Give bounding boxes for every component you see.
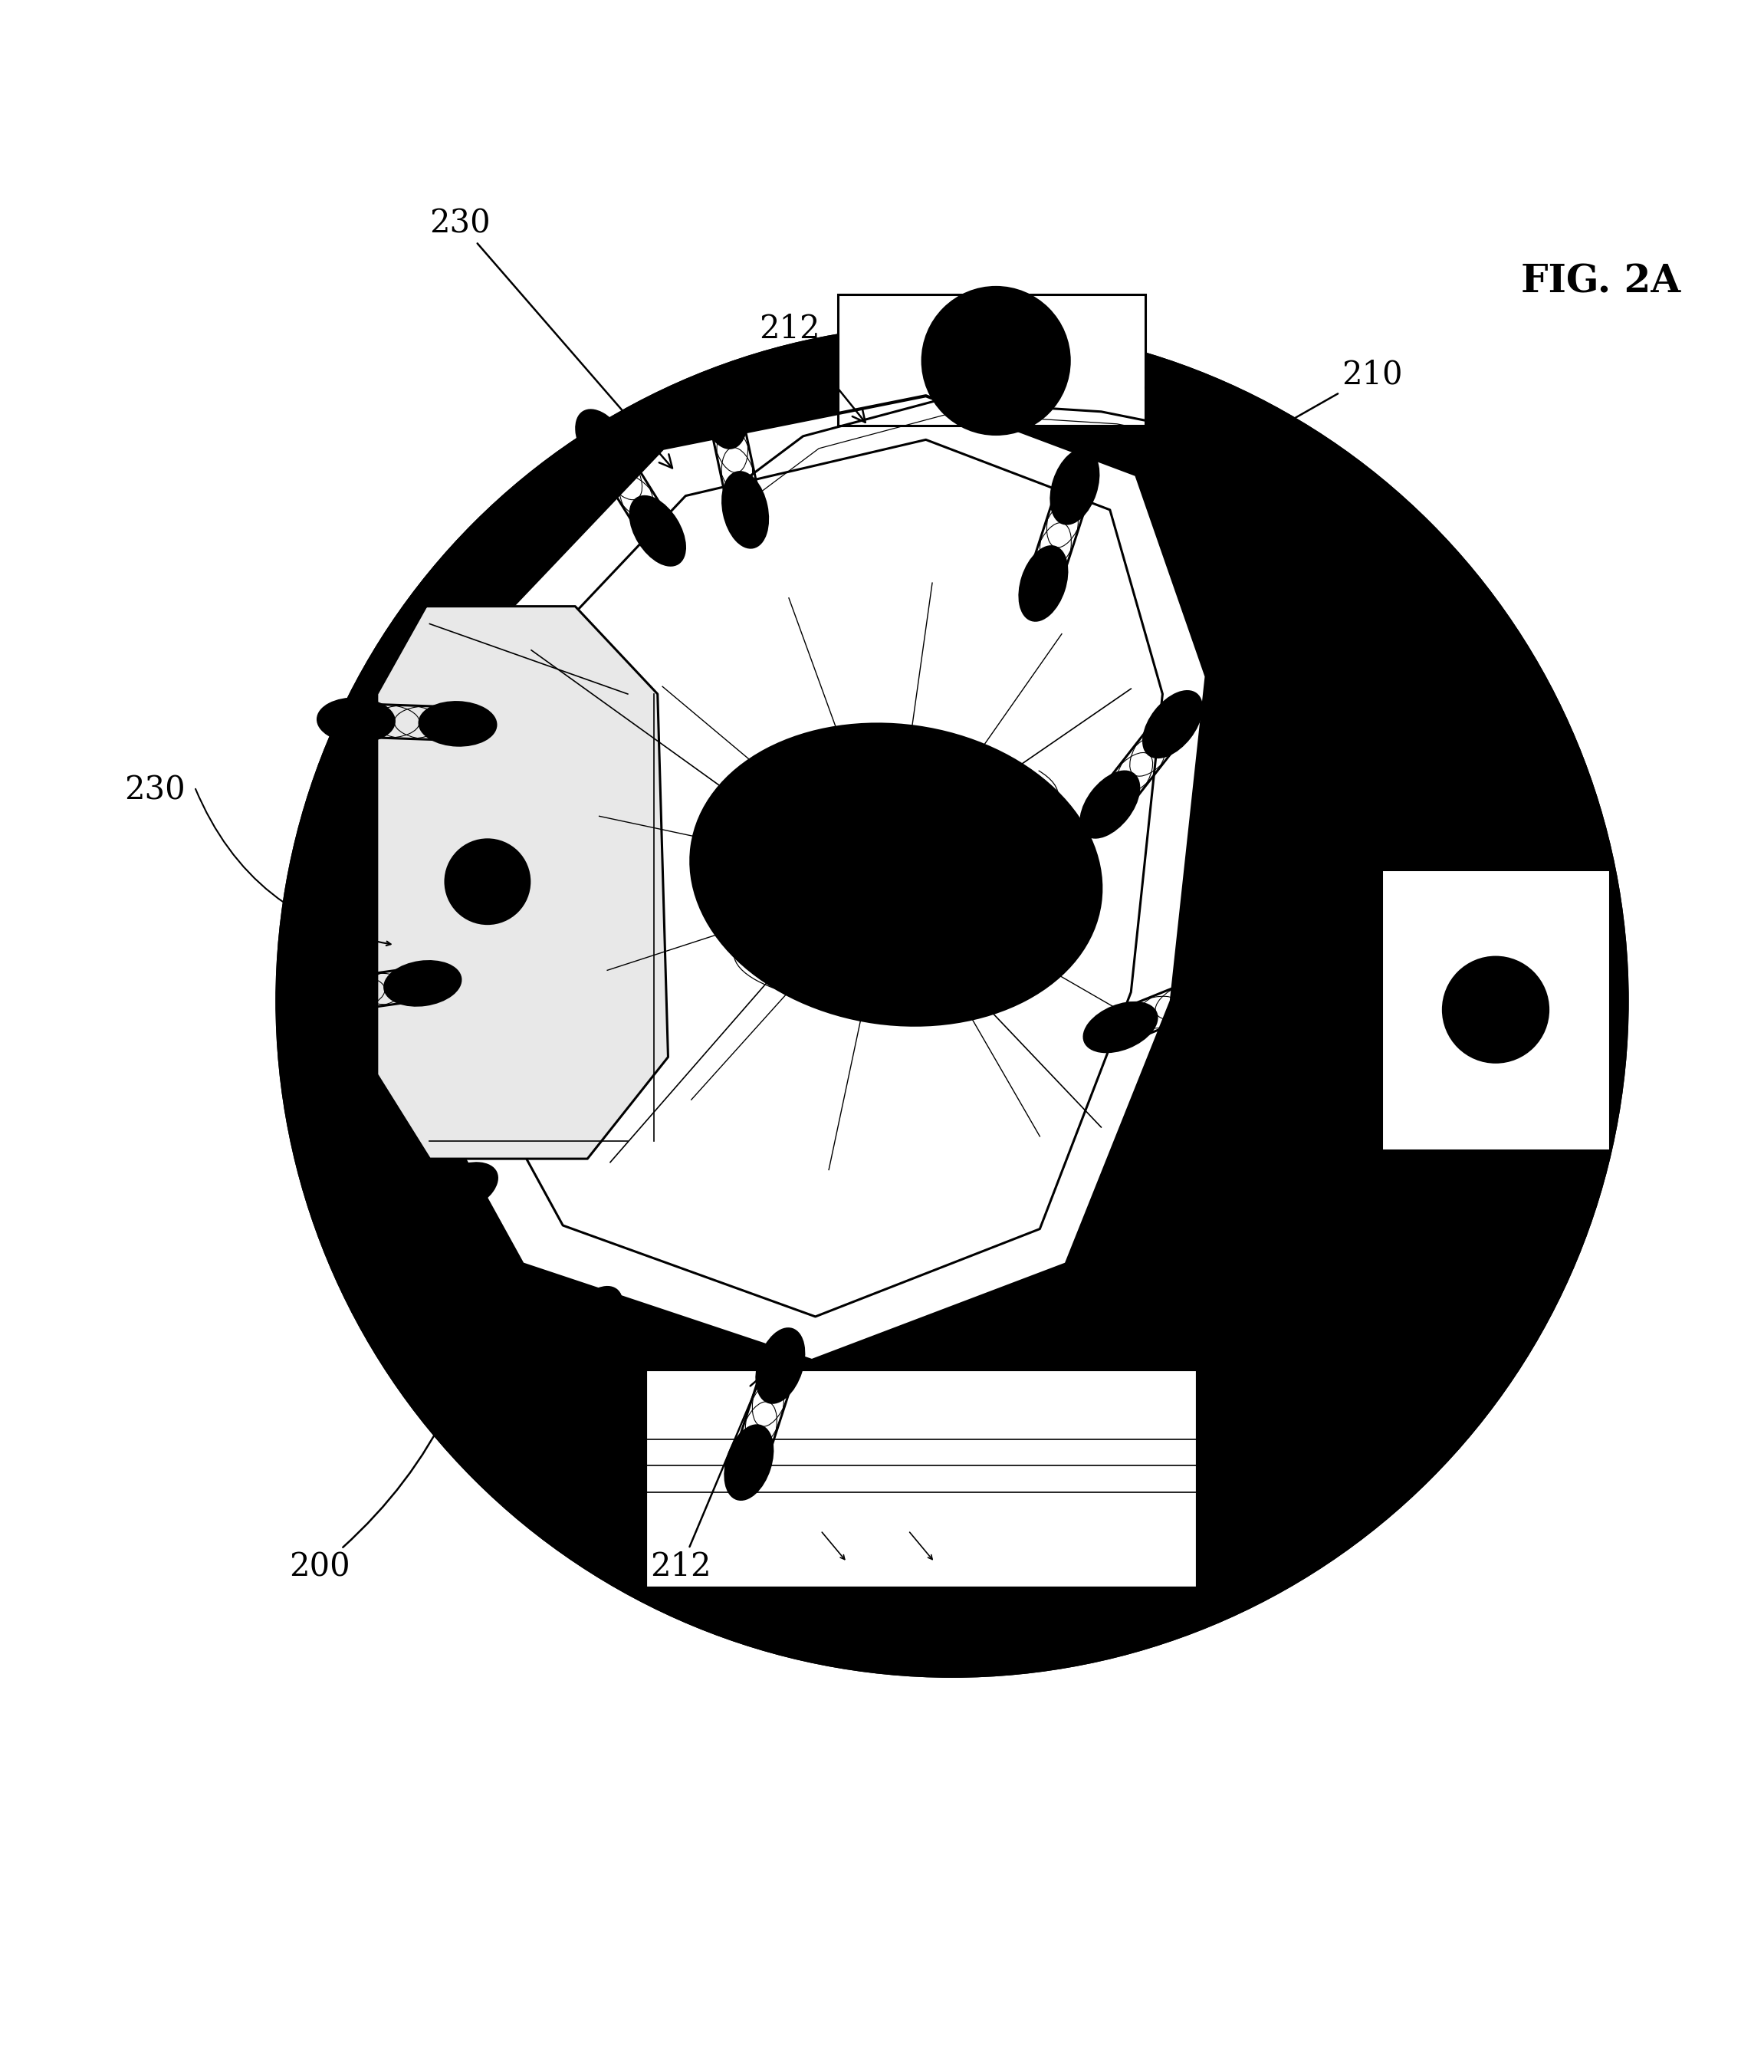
Ellipse shape [691, 725, 1101, 1026]
Ellipse shape [778, 794, 1004, 961]
Ellipse shape [385, 961, 460, 1005]
Circle shape [277, 325, 1626, 1676]
Polygon shape [377, 607, 669, 1158]
Circle shape [953, 1598, 1023, 1668]
Ellipse shape [1020, 547, 1067, 620]
Circle shape [923, 288, 1069, 435]
Ellipse shape [501, 1368, 559, 1434]
Ellipse shape [1178, 963, 1251, 1013]
Bar [1381, 870, 1609, 1150]
Ellipse shape [630, 497, 684, 566]
Ellipse shape [425, 1162, 497, 1214]
Circle shape [866, 854, 916, 903]
Ellipse shape [723, 472, 767, 547]
Ellipse shape [284, 976, 360, 1019]
Ellipse shape [420, 702, 496, 746]
Ellipse shape [702, 373, 746, 448]
Circle shape [951, 315, 1041, 406]
Ellipse shape [725, 1426, 773, 1500]
Ellipse shape [577, 410, 632, 479]
Circle shape [1464, 978, 1528, 1042]
Text: 212: 212 [651, 1376, 762, 1583]
Ellipse shape [1143, 692, 1201, 758]
Ellipse shape [563, 1287, 621, 1353]
Ellipse shape [1081, 771, 1140, 837]
Ellipse shape [757, 1328, 804, 1403]
Circle shape [467, 862, 506, 901]
Polygon shape [383, 396, 1207, 1361]
Ellipse shape [1051, 450, 1099, 524]
Ellipse shape [1085, 1003, 1157, 1053]
Text: 230: 230 [430, 207, 672, 468]
Ellipse shape [318, 698, 395, 742]
Text: 210: 210 [1205, 358, 1402, 468]
Bar [646, 1370, 1198, 1589]
Circle shape [446, 839, 529, 924]
Circle shape [1443, 957, 1549, 1063]
Text: 230: 230 [125, 775, 185, 806]
Text: 212: 212 [759, 313, 866, 423]
Circle shape [834, 823, 947, 934]
Text: 200: 200 [289, 1237, 497, 1583]
Ellipse shape [333, 1206, 406, 1258]
Bar [838, 294, 1145, 425]
Text: FIG. 2A: FIG. 2A [1521, 263, 1681, 300]
